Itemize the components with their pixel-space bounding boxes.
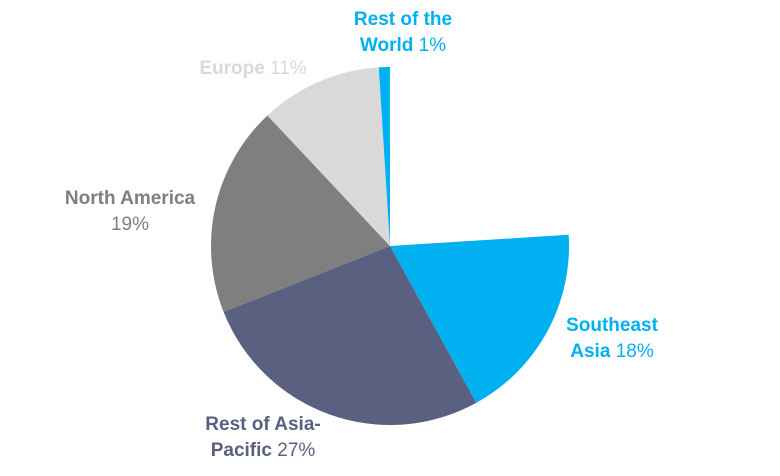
pie-slice [390, 234, 569, 403]
category-name: North America [64, 188, 196, 209]
slice-label: Rest of the World 1% [342, 7, 464, 59]
pie-slice [223, 246, 477, 425]
category-name: Rest of Asia-Pacific [205, 414, 321, 461]
category-name: Europe [199, 58, 265, 79]
value-label: 18% [615, 341, 654, 362]
value-label: 19% [110, 214, 150, 235]
value-label: 11% [270, 58, 307, 79]
slice-label: North America 19% [50, 186, 210, 238]
category-name: Southeast Asia [566, 315, 658, 362]
slice-label: Southeast Asia 18% [556, 313, 668, 365]
value-label: 27% [277, 440, 316, 461]
slice-label: Rest of Asia-Pacific 27% [193, 412, 333, 464]
category-name: Rest of the World [353, 9, 453, 56]
pie-slice [211, 115, 390, 312]
slice-label: Europe 11% [153, 56, 353, 82]
pie-slice [378, 67, 390, 246]
value-label: 1% [418, 35, 447, 56]
pie-slice [267, 67, 390, 247]
